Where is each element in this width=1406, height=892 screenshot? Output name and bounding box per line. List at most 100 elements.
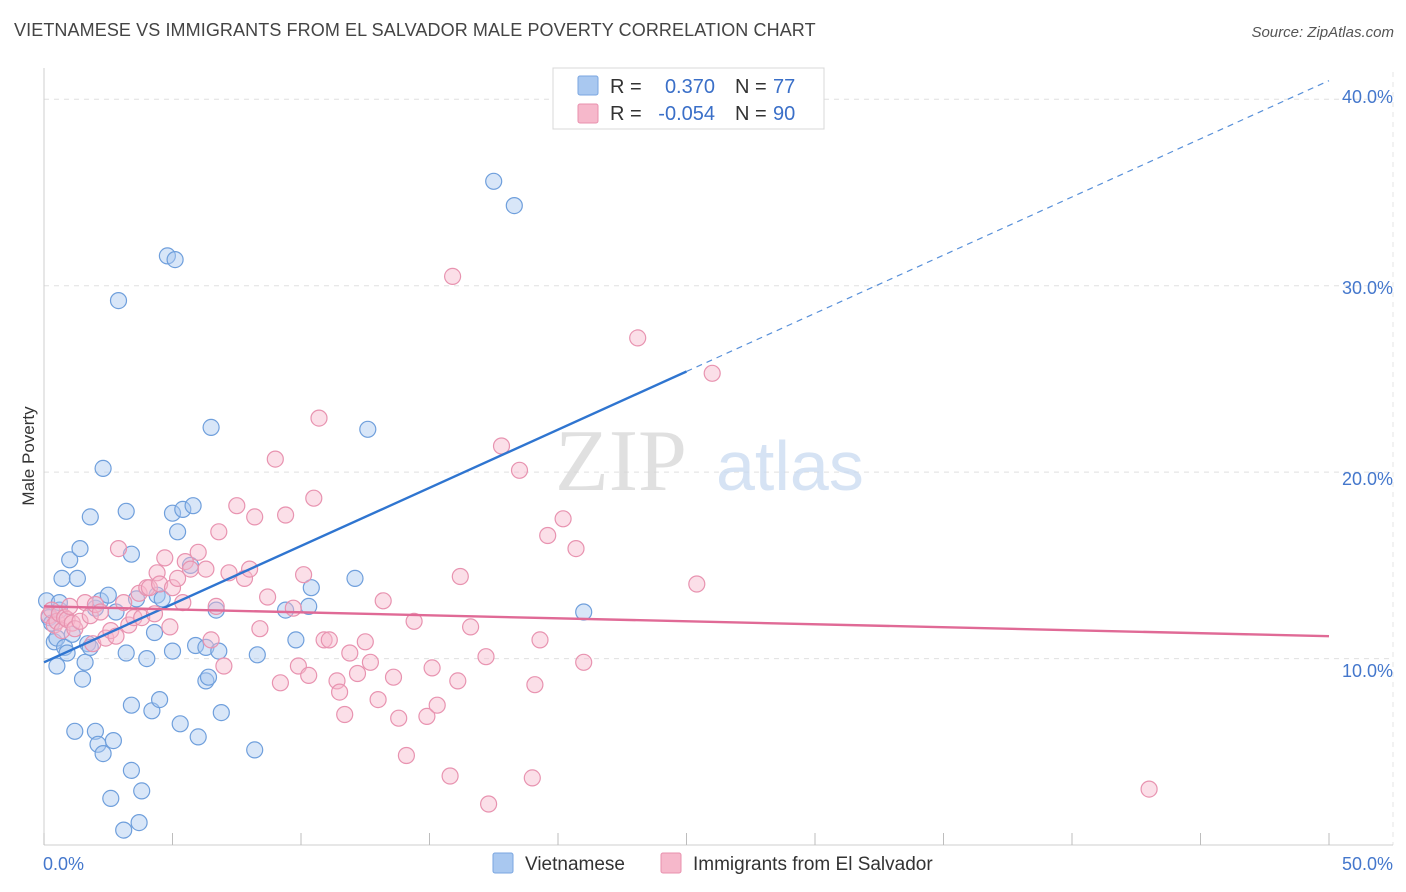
y-tick-label-30: 30.0% — [1342, 278, 1393, 298]
vietnamese-point-26 — [94, 459, 112, 477]
vietnamese-point-51 — [169, 523, 187, 541]
el-salvador-point-77 — [428, 696, 446, 714]
el-salvador-point-88 — [523, 769, 541, 787]
vietnamese-point-11 — [61, 551, 79, 569]
el-salvador-point-49 — [251, 620, 269, 638]
vietnamese-point-71 — [346, 569, 364, 588]
el-salvador-point-21 — [115, 593, 133, 612]
trend-line-vietnamese — [43, 370, 687, 664]
vietnamese-point-64 — [212, 703, 230, 722]
vietnamese-point-65 — [246, 741, 264, 759]
vietnamese-point-40 — [133, 782, 151, 800]
series-el-salvador-points — [40, 267, 1158, 813]
vietnamese-point-34 — [117, 502, 135, 520]
vietnamese-point-50 — [166, 251, 184, 269]
el-salvador-point-75 — [418, 707, 436, 726]
el-salvador-point-87 — [526, 676, 544, 694]
vietnamese-point-25 — [94, 744, 112, 763]
el-salvador-point-64 — [336, 705, 354, 724]
el-salvador-point-41 — [207, 597, 225, 616]
trend-line-vietnamese-extension — [686, 80, 1330, 373]
el-salvador-point-29 — [148, 564, 166, 582]
el-salvador-point-60 — [315, 631, 333, 649]
source-label: Source: ZipAtlas.com — [1251, 24, 1394, 41]
vietnamese-point-28 — [102, 789, 120, 808]
el-salvador-point-89 — [539, 526, 557, 545]
legend-r-value-1: 0.370 — [665, 76, 715, 98]
el-salvador-point-74 — [405, 612, 423, 630]
el-salvador-point-67 — [356, 633, 374, 651]
vietnamese-point-60 — [199, 668, 218, 686]
el-salvador-point-78 — [441, 767, 459, 785]
x-tick-label-max: 50.0% — [1342, 854, 1393, 874]
el-salvador-point-90 — [554, 510, 572, 528]
el-salvador-point-59 — [310, 409, 328, 427]
watermark-atlas: atlas — [716, 427, 864, 505]
vietnamese-point-72 — [359, 420, 377, 438]
el-salvador-point-58 — [305, 489, 323, 507]
el-salvador-point-94 — [629, 329, 647, 347]
vietnamese-point-68 — [287, 631, 305, 649]
vietnamese-point-13 — [66, 722, 84, 740]
legend-r-label-1: R = — [610, 76, 642, 98]
vietnamese-point-66 — [248, 646, 266, 664]
vietnamese-point-48 — [163, 642, 182, 660]
vietnamese-point-35 — [122, 696, 140, 714]
vietnamese-point-27 — [99, 586, 117, 604]
el-salvador-point-40 — [202, 631, 220, 649]
bottom-legend-label-vietnamese: Vietnamese — [525, 854, 625, 875]
vietnamese-point-17 — [76, 653, 94, 671]
el-salvador-point-86 — [510, 461, 529, 479]
vietnamese-point-16 — [73, 670, 92, 688]
vietnamese-point-39 — [130, 813, 148, 832]
el-salvador-point-53 — [277, 506, 295, 524]
el-salvador-point-83 — [477, 648, 495, 666]
el-salvador-point-63 — [331, 683, 349, 701]
el-salvador-point-42 — [210, 523, 228, 541]
bottom-legend-swatch-el-salvador — [660, 852, 682, 874]
el-salvador-point-37 — [181, 560, 200, 578]
el-salvador-point-27 — [140, 579, 158, 597]
vietnamese-point-61 — [202, 418, 220, 436]
el-salvador-point-71 — [384, 668, 403, 686]
vietnamese-point-21 — [86, 722, 105, 740]
vietnamese-point-73 — [485, 172, 503, 190]
x-tick-label-min: 0.0% — [43, 854, 84, 874]
vietnamese-point-55 — [184, 497, 202, 515]
legend-r-label-2: R = — [610, 103, 642, 125]
vietnamese-point-53 — [174, 500, 192, 518]
vietnamese-point-15 — [71, 539, 89, 558]
vietnamese-point-19 — [81, 508, 99, 526]
x-tick-labels: 0.0% 50.0% — [43, 854, 1393, 874]
el-salvador-point-81 — [451, 567, 469, 586]
el-salvador-point-43 — [215, 657, 233, 675]
correlation-legend: R = 0.370 N = 77 R = -0.054 N = 90 — [552, 67, 825, 130]
bottom-legend-swatch-vietnamese — [492, 852, 514, 874]
vietnamese-point-6 — [48, 657, 66, 675]
y-tick-labels: 10.0% 20.0% 30.0% 40.0% — [1342, 87, 1393, 681]
legend-n-label-1: N = — [735, 76, 767, 98]
el-salvador-point-57 — [300, 666, 318, 685]
vietnamese-point-8 — [53, 569, 71, 588]
el-salvador-point-20 — [109, 539, 128, 558]
el-salvador-point-32 — [161, 618, 179, 636]
el-salvador-point-66 — [348, 664, 367, 683]
vietnamese-point-43 — [145, 623, 164, 642]
axes — [43, 68, 1393, 846]
vietnamese-point-0 — [37, 592, 56, 610]
el-salvador-point-54 — [284, 599, 302, 617]
trend-lines — [43, 80, 1330, 664]
el-salvador-point-39 — [197, 560, 215, 578]
legend-swatch-blue — [577, 75, 599, 96]
el-salvador-point-72 — [390, 709, 408, 727]
vietnamese-point-56 — [187, 636, 205, 655]
el-salvador-point-76 — [423, 659, 441, 677]
el-salvador-point-92 — [567, 539, 585, 558]
el-salvador-point-11 — [71, 612, 89, 630]
vietnamese-point-57 — [189, 728, 207, 746]
bottom-legend-label-el-salvador: Immigrants from El Salvador — [693, 854, 933, 875]
el-salvador-point-50 — [259, 588, 277, 606]
series-legend: Vietnamese Immigrants from El Salvador — [492, 852, 933, 875]
el-salvador-point-51 — [266, 450, 284, 468]
